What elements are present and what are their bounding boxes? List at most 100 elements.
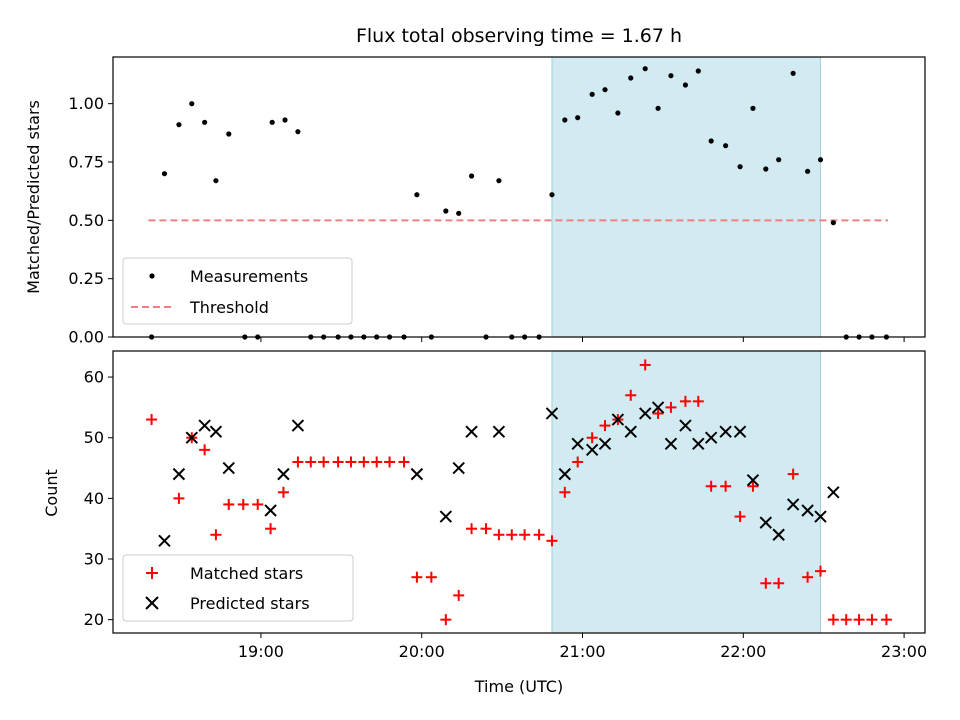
matched-stars-point: [787, 468, 799, 480]
matched-stars-point: [559, 486, 571, 498]
predicted-stars-point: [679, 419, 692, 432]
top-shaded-region: [551, 56, 821, 338]
predicted-stars-point: [719, 425, 732, 438]
predicted-stars-point: [801, 504, 814, 517]
top-y-tick-label: 0.50: [68, 211, 104, 230]
predicted-stars-point: [571, 437, 584, 450]
matched-stars-point: [358, 456, 370, 468]
matched-stars-point: [411, 571, 423, 583]
predicted-stars-point: [704, 431, 718, 444]
matched-stars-point: [480, 523, 492, 535]
predicted-stars-point: [492, 425, 506, 438]
predicted-stars-point: [814, 510, 827, 523]
bot-y-tick-label: 50: [84, 428, 104, 447]
legend-measurements-marker: [149, 273, 155, 279]
predicted-stars-point: [585, 443, 599, 457]
matched-stars-point: [398, 456, 410, 468]
legend-matched-label: Matched stars: [190, 564, 303, 583]
measurement-point: [562, 117, 568, 123]
matched-stars-point: [384, 456, 396, 468]
matched-stars-point: [546, 535, 558, 547]
measurement-point: [443, 208, 449, 214]
matched-stars-point: [493, 529, 505, 541]
predicted-stars-point: [198, 419, 211, 432]
measurement-point: [176, 122, 182, 128]
bottom-y-ticks: 20 30 40 50 60: [84, 368, 113, 629]
measurement-point: [226, 131, 232, 137]
matched-stars-point: [639, 359, 651, 371]
predicted-stars-point: [598, 437, 612, 450]
predicted-stars-point: [185, 431, 198, 444]
measurement-point: [161, 171, 168, 177]
bottom-y-axis-label: Count: [42, 469, 61, 517]
predicted-stars-point: [624, 425, 637, 438]
measurement-point: [496, 178, 502, 184]
predicted-stars-point: [172, 467, 186, 481]
bottom-axes-frame: [112, 350, 926, 634]
matched-stars-point: [814, 565, 826, 577]
measurement-point: [776, 157, 782, 163]
measurement-point: [763, 166, 769, 172]
top-axes-frame: [112, 56, 926, 338]
matched-stars-point: [265, 523, 277, 535]
matched-stars-point: [292, 456, 304, 468]
predicted-stars-point: [651, 401, 665, 414]
predicted-stars-point: [786, 498, 800, 511]
x-axis-label: Time (UTC): [474, 677, 563, 696]
matched-stars-point: [466, 523, 478, 535]
matched-stars-point: [705, 480, 717, 492]
predicted-stars-point: [759, 516, 773, 529]
matched-stars-point: [802, 571, 814, 583]
predicted-stars-point: [264, 504, 277, 517]
matched-stars-point: [210, 529, 222, 541]
predicted-stars-point: [452, 461, 465, 475]
predicted-stars-point: [692, 437, 705, 450]
x-tick-label: 22:00: [720, 642, 766, 661]
predicted-stars-point: [611, 413, 625, 426]
matched-stars-point: [440, 614, 452, 626]
matched-stars-point: [332, 456, 344, 468]
matched-stars-point: [371, 456, 383, 468]
bottom-panel: 20 30 40 50 60 19:00 20:00 21:00 22:00 23:00 Cou…: [42, 350, 927, 696]
chart-title: Flux total observing time = 1.67 h: [356, 25, 682, 47]
measurement-point: [468, 173, 475, 179]
predicted-stars-point: [158, 534, 171, 548]
matched-stars-point: [173, 492, 185, 504]
matched-stars-point: [880, 614, 892, 626]
predicted-stars-point: [277, 467, 290, 481]
measurement-point: [602, 87, 608, 93]
predicted-stars-point: [291, 419, 305, 432]
measurement-point: [269, 119, 275, 125]
matched-stars-point: [425, 571, 437, 583]
measurement-point: [189, 101, 195, 107]
measurement-point: [549, 192, 555, 198]
matched-stars-point: [853, 614, 865, 626]
measurement-point: [213, 178, 219, 184]
measurement-point: [790, 70, 796, 76]
matched-stars-point: [599, 420, 611, 432]
legend-matched-marker: [146, 567, 158, 579]
matched-stars-point: [734, 511, 746, 523]
measurement-point: [615, 110, 621, 116]
matched-stars-point: [453, 589, 465, 601]
predicted-stars-point: [209, 425, 223, 438]
predicted-stars-point: [545, 407, 559, 420]
measurement-point: [628, 75, 634, 81]
measurement-point: [655, 105, 661, 111]
matched-stars-point: [519, 529, 531, 541]
bot-y-tick-label: 30: [84, 550, 104, 569]
measurement-point: [805, 168, 811, 174]
matched-stars-point: [146, 414, 158, 426]
matched-stars-point: [252, 498, 264, 510]
measurement-point: [589, 91, 595, 97]
matched-stars-point: [827, 614, 839, 626]
matched-stars-point: [760, 577, 772, 589]
matched-stars-point: [720, 480, 732, 492]
predicted-stars-point: [746, 473, 760, 487]
measurement-point: [668, 73, 674, 79]
measurement-point: [282, 117, 288, 123]
top-y-tick-label: 0.00: [68, 328, 104, 347]
top-panel: 0.00 0.25 0.50 0.75 1.00 Matched/Predicted s…: [24, 56, 926, 347]
predicted-stars-point: [772, 528, 785, 541]
legend-predicted-marker: [145, 596, 159, 610]
